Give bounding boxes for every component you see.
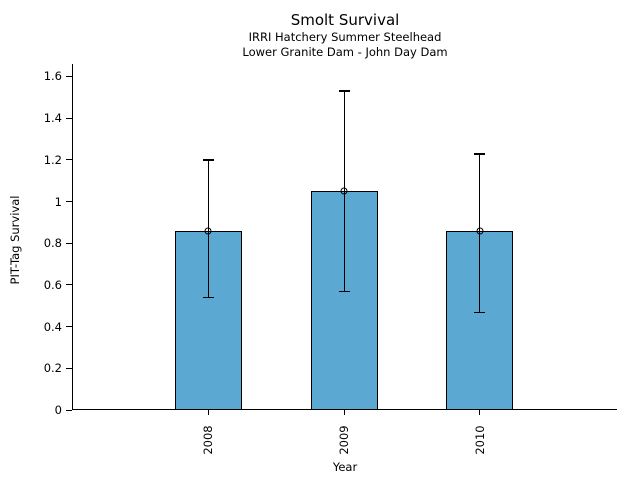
point-marker-2010 xyxy=(476,227,483,235)
chart-subtitle-line1: IRRI Hatchery Summer Steelhead xyxy=(248,30,442,44)
y-tick-mark xyxy=(66,201,72,202)
error-cap-bottom-2009 xyxy=(338,290,350,293)
y-tick-label: 1.2 xyxy=(43,152,62,167)
error-cap-bottom-2010 xyxy=(474,311,485,313)
y-tick-mark xyxy=(66,242,72,244)
y-tick-mark xyxy=(66,326,72,328)
y-tick-mark xyxy=(66,284,72,286)
y-tick-mark xyxy=(66,117,72,119)
y-tick-label: 0 xyxy=(54,403,62,417)
x-tick-mark xyxy=(479,410,480,415)
error-cap-bottom-2008 xyxy=(202,296,214,299)
y-tick-label: 0.8 xyxy=(43,236,62,251)
x-axis-label: Year xyxy=(332,460,358,474)
point-marker-2009 xyxy=(340,187,348,195)
chart-title: Smolt Survival xyxy=(290,11,400,29)
x-tick-mark xyxy=(207,410,209,415)
x-tick-label-2008: 2008 xyxy=(201,425,215,455)
y-axis-spine xyxy=(72,64,73,410)
chart-subtitle-line2: Lower Granite Dam - John Day Dam xyxy=(242,45,448,59)
y-tick-label: 1 xyxy=(54,194,62,209)
y-tick-label: 1.4 xyxy=(43,111,62,126)
x-tick-label-2010: 2010 xyxy=(472,425,487,455)
y-axis-label: PIT-Tag Survival xyxy=(8,195,22,285)
error-cap-top-2008 xyxy=(202,159,214,161)
error-cap-top-2010 xyxy=(474,153,485,155)
y-tick-mark xyxy=(66,367,72,369)
x-tick-mark xyxy=(343,410,345,415)
x-tick-label-2009: 2009 xyxy=(337,425,351,455)
bar-2009 xyxy=(310,191,378,410)
y-tick-mark xyxy=(66,409,72,411)
y-tick-label: 0.6 xyxy=(43,277,62,292)
point-marker-2008 xyxy=(204,227,212,235)
y-tick-label: 1.6 xyxy=(43,69,62,84)
y-tick-label: 0.4 xyxy=(43,319,62,334)
y-tick-mark xyxy=(66,159,72,161)
y-tick-mark xyxy=(66,75,72,77)
y-tick-label: 0.2 xyxy=(43,361,62,376)
error-cap-top-2009 xyxy=(338,90,350,92)
